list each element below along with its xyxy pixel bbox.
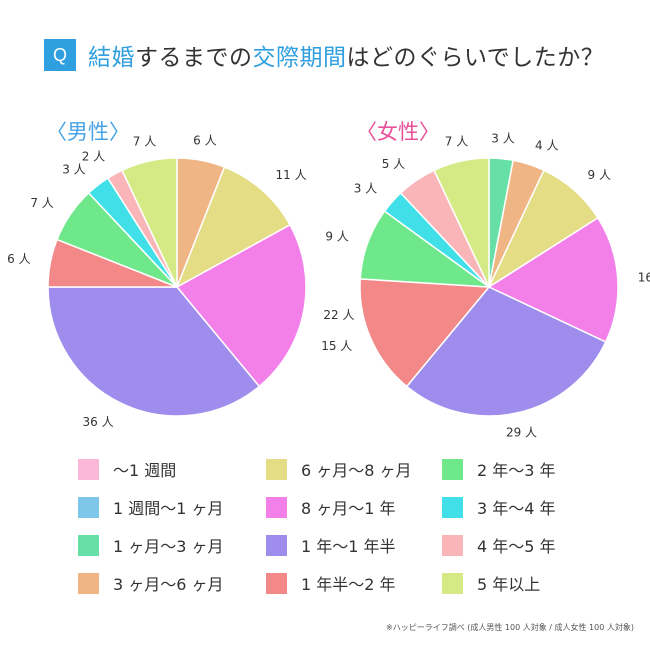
question-badge: Q xyxy=(44,39,76,71)
male-slice-4 xyxy=(175,166,292,289)
legend-label: 3 年〜4 年 xyxy=(477,499,556,518)
female-slice-label-8: 9 人 xyxy=(325,230,348,244)
male-slice-label-6: 36 人 xyxy=(83,415,114,429)
legend-swatch xyxy=(442,496,463,518)
legend-label: 1 ヶ月〜3 ヶ月 xyxy=(113,537,224,556)
female-slice-label-3: 4 人 xyxy=(535,138,558,152)
male-slice-label-7: 6 人 xyxy=(7,252,30,266)
legend-swatch xyxy=(266,458,287,480)
male-slice-label-4: 11 人 xyxy=(276,168,307,182)
title-highlight-period: 交際期間 xyxy=(252,45,347,71)
legend-item: 6 ヶ月〜8 ヶ月 xyxy=(266,457,412,481)
female-slice-label-9: 3 人 xyxy=(354,182,377,196)
female-pie: 3 人 4 人 9 人 16 人 29 人 15 人 9 人 3 人 5 人 7 人 xyxy=(321,132,650,440)
legend-item: 〜1 週間 xyxy=(78,457,176,481)
legend-label: 5 年以上 xyxy=(477,575,541,594)
question-title: 結婚するまでの交際期間はどのぐらいでしたか？ xyxy=(88,38,604,72)
title-text-2: はどのぐらいでしたか？ xyxy=(346,45,605,71)
legend-item: 3 年〜4 年 xyxy=(442,495,556,519)
male-slice-label-9: 3 人 xyxy=(62,162,85,176)
legend-swatch xyxy=(266,572,287,594)
female-slice-label-11: 7 人 xyxy=(445,135,468,149)
female-slice-5 xyxy=(487,216,619,343)
legend-item: 4 年〜5 年 xyxy=(442,533,556,557)
legend-item: 1 週間〜1 ヶ月 xyxy=(78,495,224,519)
source-footnote: ※ハッピーライフ調べ (成人男性 100 人対象 / 成人女性 100 人対象) xyxy=(386,623,634,632)
legend-label: 〜1 週間 xyxy=(113,461,177,480)
legend-swatch xyxy=(78,496,99,518)
male-slice-label-5: 22 人 xyxy=(323,308,354,322)
female-slice-label-7: 15 人 xyxy=(321,339,352,353)
male-chart-title: 〈男性〉 xyxy=(46,120,130,144)
legend-label: 4 年〜5 年 xyxy=(477,537,556,556)
legend-label: 1 年半〜2 年 xyxy=(301,575,396,594)
legend-label: 6 ヶ月〜8 ヶ月 xyxy=(301,461,412,480)
legend-swatch xyxy=(442,534,463,556)
male-pie: 6 人 11 人 22 人 36 人 6 人 7 人 3 人2 人 7 人 xyxy=(7,134,354,429)
legend-swatch xyxy=(266,496,287,518)
question-header: Q 結婚するまでの交際期間はどのぐらいでしたか？ xyxy=(44,38,604,72)
legend-label: 1 年〜1 年半 xyxy=(301,537,396,556)
legend-item: 1 年〜1 年半 xyxy=(266,533,396,557)
female-slice-label-5: 16 人 xyxy=(638,271,650,285)
female-chart-title: 〈女性〉 xyxy=(356,120,440,144)
legend-item: 1 ヶ月〜3 ヶ月 xyxy=(78,533,224,557)
male-slice-label-3: 6 人 xyxy=(193,134,216,148)
female-slice-label-4: 9 人 xyxy=(588,168,611,182)
male-slice-5 xyxy=(175,223,307,388)
legend-label: 3 ヶ月〜6 ヶ月 xyxy=(113,575,224,594)
female-slice-label-2: 3 人 xyxy=(491,132,514,146)
male-slice-label-11: 7 人 xyxy=(133,135,156,149)
female-slice-11 xyxy=(433,157,490,288)
legend-item: 2 年〜3 年 xyxy=(442,457,556,481)
legend-item: 5 年以上 xyxy=(442,571,540,595)
legend-swatch xyxy=(78,534,99,556)
legend-swatch xyxy=(266,534,287,556)
male-slice-label-8: 7 人 xyxy=(30,196,53,210)
legend-label: 8 ヶ月〜1 年 xyxy=(301,499,396,518)
legend-item: 1 年半〜2 年 xyxy=(266,571,396,595)
legend-swatch xyxy=(78,572,99,594)
female-slice-label-6: 29 人 xyxy=(506,425,537,439)
legend-label: 1 週間〜1 ヶ月 xyxy=(113,499,224,518)
legend-label: 2 年〜3 年 xyxy=(477,461,556,480)
legend-swatch xyxy=(442,458,463,480)
female-slice-6 xyxy=(405,286,607,417)
legend-item: 8 ヶ月〜1 年 xyxy=(266,495,396,519)
title-text-1: するまでの xyxy=(135,45,253,71)
legend-swatch xyxy=(442,572,463,594)
female-slice-7 xyxy=(359,278,491,388)
male-slice-11 xyxy=(121,157,178,288)
legend-swatch xyxy=(78,458,99,480)
title-highlight-marriage: 結婚 xyxy=(88,45,135,71)
legend-item: 3 ヶ月〜6 ヶ月 xyxy=(78,571,224,595)
male-slice-label-10: 2 人 xyxy=(82,149,105,163)
male-slice-6 xyxy=(47,286,261,417)
female-slice-label-10: 5 人 xyxy=(382,157,405,171)
